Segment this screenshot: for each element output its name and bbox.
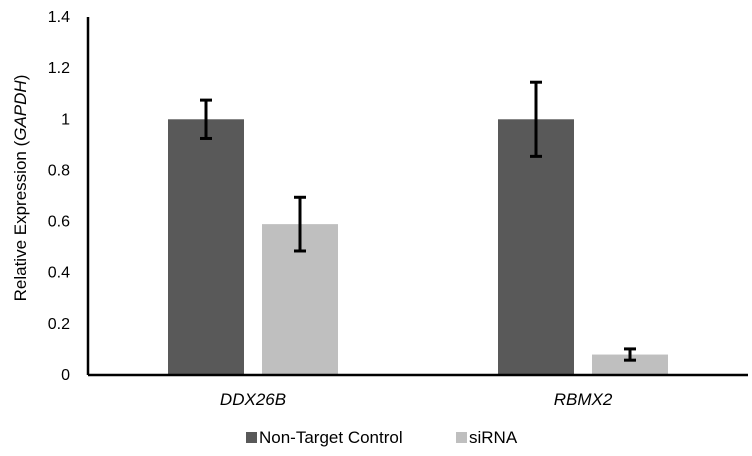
error-bar-2-2 bbox=[624, 347, 636, 362]
bar-1-1 bbox=[168, 119, 244, 376]
bar-1-2 bbox=[498, 119, 574, 376]
y-tick-label-1: 0.2 bbox=[48, 316, 70, 333]
error-bars-layer bbox=[200, 80, 636, 362]
category-label-2: RBMX2 bbox=[554, 390, 613, 409]
y-tick-label-2: 0.4 bbox=[48, 265, 70, 282]
error-bar-2-1 bbox=[294, 195, 306, 253]
bars-layer bbox=[168, 119, 668, 376]
error-bar-1-2 bbox=[530, 80, 542, 158]
legend: Non-Target Control siRNA bbox=[246, 428, 518, 447]
y-tick-labels: 0 0.2 0.4 0.6 0.8 1 1.2 1.4 bbox=[48, 9, 70, 384]
y-tick-label-7: 1.4 bbox=[48, 9, 70, 26]
y-tick-label-6: 1.2 bbox=[48, 60, 70, 77]
category-label-1: DDX26B bbox=[220, 390, 286, 409]
y-tick-label-0: 0 bbox=[61, 367, 70, 384]
legend-swatch-non-target-control bbox=[246, 432, 257, 443]
y-tick-label-3: 0.6 bbox=[48, 214, 70, 231]
category-labels: DDX26B RBMX2 bbox=[220, 390, 613, 409]
legend-swatch-sirna bbox=[456, 432, 467, 443]
legend-label-sirna: siRNA bbox=[469, 428, 518, 447]
error-bar-1-1 bbox=[200, 98, 212, 140]
bar-2-2 bbox=[592, 354, 668, 375]
legend-label-non-target-control: Non-Target Control bbox=[259, 428, 403, 447]
y-axis-title: Relative Expression (GAPDH) bbox=[11, 75, 30, 302]
y-tick-label-5: 1 bbox=[61, 111, 70, 128]
y-tick-label-4: 0.8 bbox=[48, 162, 70, 179]
